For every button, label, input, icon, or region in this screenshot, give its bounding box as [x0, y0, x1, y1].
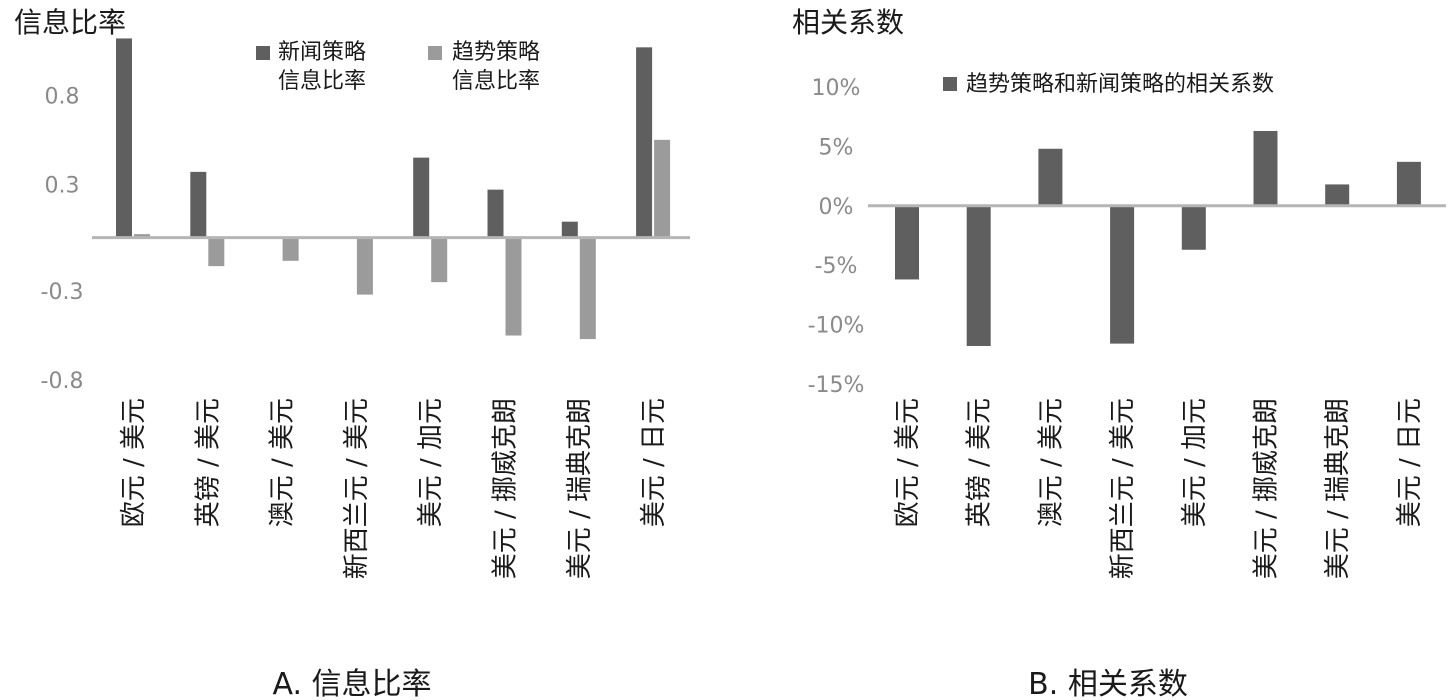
chart-b-bar-s0-3 [1110, 205, 1135, 344]
chart-a-category-label: 澳元 / 美元 [268, 398, 298, 527]
chart-a-bar-s1-7 [654, 139, 671, 238]
chart-a-bar-s0-4 [413, 157, 430, 238]
chart-a-legend-trend-line1: 趋势策略 [452, 40, 540, 65]
chart-b-category-label: 美元 / 瑞典克朗 [1323, 398, 1353, 579]
chart-a-category-label: 美元 / 加元 [416, 398, 446, 527]
chart-a-legend-trend-line2: 信息比率 [452, 69, 540, 94]
chart-a-bar-s1-0 [134, 234, 150, 238]
chart-a-category-label: 美元 / 挪威克朗 [491, 398, 521, 579]
chart-a-ytick-label: -0.8 [41, 369, 84, 394]
chart-a-bar-s1-6 [579, 237, 596, 340]
chart-a-category-label: 英镑 / 美元 [193, 398, 223, 527]
chart-a-ytick-label: -0.3 [41, 280, 84, 305]
chart-b-ytick-label: -5% [815, 254, 858, 279]
chart-b-bar-s0-4 [1181, 205, 1206, 250]
chart-b-legend-label: 趋势策略和新闻策略的相关系数 [966, 72, 1274, 97]
chart-a-legend-news-line2: 信息比率 [278, 69, 366, 94]
chart-a-bars [116, 38, 671, 340]
chart-b-legend-swatch [943, 77, 957, 91]
chart-a-category-labels: 欧元 / 美元 英镑 / 美元 澳元 / 美元 新西兰元 / 美元 美元 / 加元 美元 … [119, 398, 669, 579]
chart-a-bar-s0-0 [116, 38, 132, 238]
chart-a-category-label: 新西兰元 / 美元 [342, 398, 372, 579]
chart-a-bar-s1-2 [282, 237, 299, 261]
chart-a-bar-s1-5 [505, 237, 522, 336]
chart-a-legend-swatch-news [256, 46, 270, 60]
chart-b-title: 相关系数 [792, 6, 904, 39]
chart-a-bar-s0-5 [487, 189, 504, 238]
chart-a-legend-swatch-trend [428, 46, 442, 60]
chart-b-category-label: 新西兰元 / 美元 [1108, 398, 1138, 579]
chart-b-bar-s0-0 [895, 205, 919, 280]
chart-b-bar-s0-2 [1038, 148, 1063, 206]
chart-b-bar-s0-7 [1396, 161, 1421, 206]
chart-b-ytick-label: 5% [819, 135, 854, 160]
chart-b-category-labels: 欧元 / 美元 英镑 / 美元 澳元 / 美元 新西兰元 / 美元 美元 / 加元 美元 … [893, 398, 1425, 579]
chart-b-caption: B. 相关系数 [1028, 667, 1188, 700]
chart-a-category-label: 美元 / 瑞典克朗 [565, 398, 595, 579]
chart-a-category-label: 欧元 / 美元 [119, 398, 149, 527]
chart-b-category-label: 美元 / 日元 [1395, 398, 1425, 527]
chart-a-legend-news-line1: 新闻策略 [278, 40, 366, 65]
chart-information-ratio: 信息比率 新闻策略 信息比率 趋势策略 信息比率 0.80.3-0.3-0.8 … [14, 6, 690, 700]
chart-b-y-axis-ticks: 10% 5% 0% -5% -10% -15% [808, 76, 865, 398]
chart-a-category-label: 美元 / 日元 [639, 398, 669, 527]
chart-b-category-label: 欧元 / 美元 [893, 398, 923, 527]
chart-a-bar-s0-1 [190, 171, 207, 238]
chart-b-category-label: 美元 / 挪威克朗 [1252, 398, 1282, 579]
chart-b-ytick-label: -10% [808, 314, 865, 339]
chart-b-bar-s0-5 [1253, 130, 1278, 206]
chart-a-ytick-label: 0.3 [45, 173, 80, 198]
chart-a-bar-s0-7 [636, 47, 653, 238]
chart-b-legend: 趋势策略和新闻策略的相关系数 [943, 72, 1274, 97]
chart-a-y-axis-ticks: 0.8 0.3 -0.3 -0.8 [41, 84, 84, 394]
chart-a-bar-s1-4 [431, 237, 448, 283]
chart-b-ytick-label: 10% [812, 76, 861, 101]
chart-b-category-label: 英镑 / 美元 [965, 398, 995, 527]
chart-a-ytick-label: 0.8 [45, 84, 80, 109]
chart-a-caption: A. 信息比率 [272, 667, 431, 700]
chart-a-bar-s0-6 [561, 221, 578, 238]
chart-b-bars [895, 130, 1421, 346]
chart-a-bar-s1-3 [356, 237, 373, 295]
chart-b-category-label: 澳元 / 美元 [1036, 398, 1066, 527]
chart-b-ytick-label: -15% [808, 373, 865, 398]
chart-a-title: 信息比率 [14, 6, 126, 39]
chart-b-bar-s0-6 [1325, 184, 1350, 206]
chart-a-legend: 新闻策略 信息比率 趋势策略 信息比率 [256, 40, 540, 94]
chart-b-ytick-label: 0% [819, 195, 854, 220]
chart-b-bar-s0-1 [966, 205, 991, 346]
chart-correlation: 相关系数 趋势策略和新闻策略的相关系数 10% 5% 0% -5% -10% -15% 欧… [792, 6, 1446, 700]
chart-b-category-label: 美元 / 加元 [1180, 398, 1210, 527]
chart-a-bar-s1-1 [208, 237, 225, 267]
